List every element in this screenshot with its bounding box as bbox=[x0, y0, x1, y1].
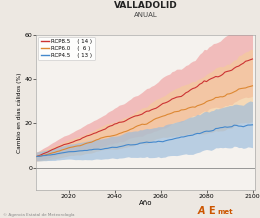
Text: ANUAL: ANUAL bbox=[134, 12, 158, 18]
Legend: RCP8.5    ( 14 ), RCP6.0    (  6 ), RCP4.5    ( 13 ): RCP8.5 ( 14 ), RCP6.0 ( 6 ), RCP4.5 ( 13… bbox=[38, 37, 95, 60]
Text: met: met bbox=[217, 209, 233, 215]
Text: © Agencia Estatal de Meteorología: © Agencia Estatal de Meteorología bbox=[3, 213, 74, 217]
Text: E: E bbox=[208, 206, 214, 216]
X-axis label: Año: Año bbox=[139, 200, 152, 206]
Text: VALLADOLID: VALLADOLID bbox=[114, 1, 178, 10]
Text: A: A bbox=[198, 206, 205, 216]
Y-axis label: Cambio en días cálidos (%): Cambio en días cálidos (%) bbox=[16, 72, 22, 153]
